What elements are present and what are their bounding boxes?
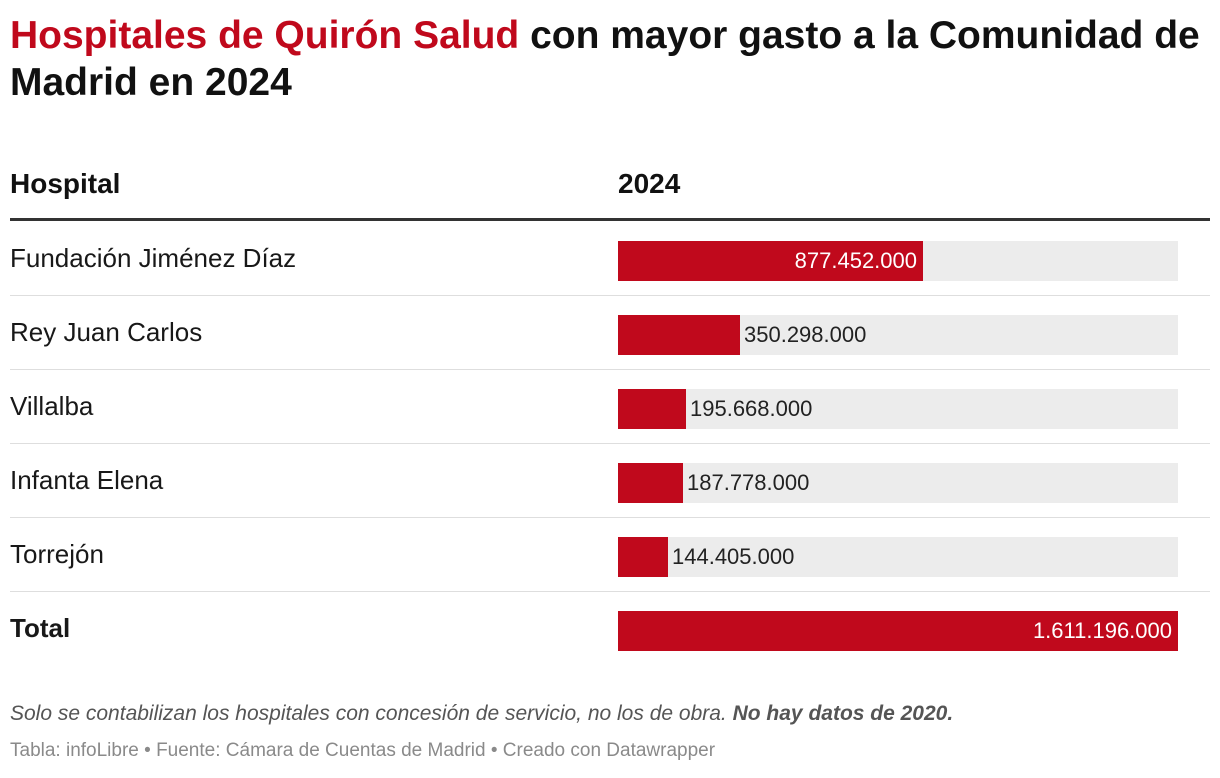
value-bar xyxy=(618,611,1178,651)
notes-bold: No hay datos de 2020. xyxy=(732,702,954,725)
hospital-name: Villalba xyxy=(10,391,94,421)
table-row: Fundación Jiménez Díaz 877.452.000 xyxy=(10,222,1210,296)
hospital-name: Rey Juan Carlos xyxy=(10,317,203,347)
chart-container: Hospitales de Quirón Salud con mayor gas… xyxy=(10,0,1210,778)
hospital-name: Torrejón xyxy=(10,539,104,569)
value-bar xyxy=(618,389,686,429)
bar-track: 195.668.000 xyxy=(618,389,1178,429)
hospital-name: Infanta Elena xyxy=(10,465,164,495)
value-label: 195.668.000 xyxy=(690,396,813,421)
chart-title: Hospitales de Quirón Salud con mayor gas… xyxy=(10,12,1210,106)
value-bar xyxy=(618,241,923,281)
column-header-hospital: Hospital xyxy=(10,168,121,199)
table-row: Rey Juan Carlos 350.298.000 xyxy=(10,296,1210,370)
table-row: Infanta Elena 187.778.000 xyxy=(10,444,1210,518)
table-header: Hospital 2024 xyxy=(10,160,1210,221)
hospital-name: Fundación Jiménez Díaz xyxy=(10,243,297,273)
chart-footer: Tabla: infoLibre • Fuente: Cámara de Cue… xyxy=(10,740,716,761)
title-rest: con mayor gasto a la Comunidad de Madrid… xyxy=(10,14,1200,104)
bar-track: 877.452.000 xyxy=(618,241,1178,281)
bar-track: 1.611.196.000 xyxy=(618,611,1178,651)
column-header-2024: 2024 xyxy=(618,168,681,199)
bar-track: 187.778.000 xyxy=(618,463,1178,503)
bar-track: 144.405.000 xyxy=(618,537,1178,577)
title-highlight: Hospitales de Quirón Salud xyxy=(10,14,520,57)
hospital-name: Total xyxy=(10,613,71,643)
table-row: Torrejón 144.405.000 xyxy=(10,518,1210,592)
value-label: 144.405.000 xyxy=(672,544,795,569)
table-row: Total 1.611.196.000 xyxy=(10,592,1210,665)
value-label: 187.778.000 xyxy=(687,470,810,495)
value-bar xyxy=(618,537,668,577)
value-label: 1.611.196.000 xyxy=(1032,618,1172,643)
value-label: 877.452.000 xyxy=(794,248,917,273)
value-bar xyxy=(618,315,740,355)
table-row: Villalba 195.668.000 xyxy=(10,370,1210,444)
notes-text: Solo se contabilizan los hospitales con … xyxy=(10,702,733,725)
bar-track: 350.298.000 xyxy=(618,315,1178,355)
chart-notes: Solo se contabilizan los hospitales con … xyxy=(10,702,953,726)
value-label: 350.298.000 xyxy=(744,322,867,347)
value-bar xyxy=(618,463,683,503)
